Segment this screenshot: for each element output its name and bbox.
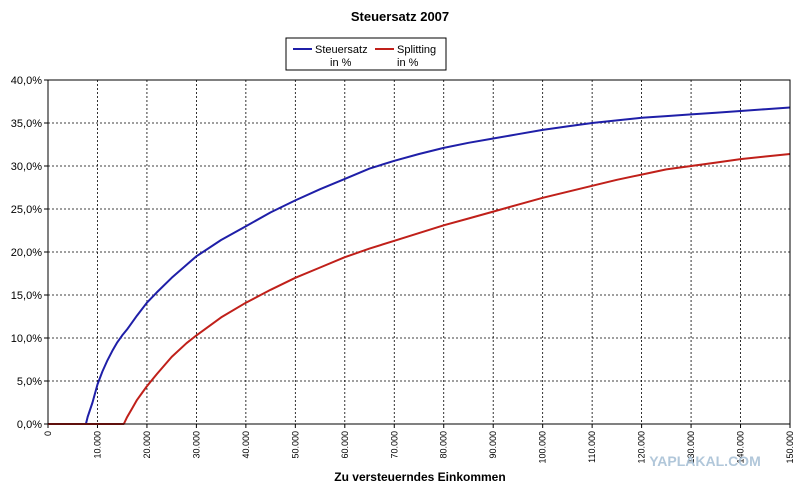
x-tick-label: 50.000 — [290, 431, 300, 459]
y-tick-label: 10,0% — [11, 333, 42, 345]
x-tick-label: 100.000 — [538, 431, 548, 464]
y-tick-label: 5,0% — [17, 376, 42, 388]
x-tick-label: 120.000 — [637, 431, 647, 464]
legend-label-steuersatz: Steuersatz — [315, 44, 368, 56]
y-tick-label: 40,0% — [11, 75, 42, 87]
x-tick-label: 60.000 — [340, 431, 350, 459]
series-line-splitting — [48, 153, 791, 425]
y-tick-label: 15,0% — [11, 290, 42, 302]
legend-box — [285, 37, 447, 71]
x-tick-label: 70.000 — [389, 431, 399, 459]
x-tick-label: 80.000 — [439, 431, 449, 459]
x-tick-label: 90.000 — [488, 431, 498, 459]
series-line-steuersatz — [48, 106, 791, 425]
x-axis-label: Zu versteuerndes Einkommen — [334, 470, 505, 484]
x-tick-label: 150.000 — [785, 431, 795, 464]
chart-title: Steuersatz 2007 — [351, 9, 449, 24]
y-tick-label: 20,0% — [11, 247, 42, 259]
legend-label-splitting: Splitting — [397, 44, 436, 56]
y-tick-label: 0,0% — [17, 419, 42, 431]
x-tick-label: 140.000 — [736, 431, 746, 464]
x-tick-label: 20.000 — [142, 431, 152, 459]
y-tick-label: 25,0% — [11, 204, 42, 216]
x-axis-ticks: 0 10.000 20.000 30.000 40.000 50.000 60.000 70.… — [43, 424, 795, 464]
watermark: YAPLAKAL.COM — [649, 453, 761, 469]
series — [48, 106, 791, 425]
y-axis-ticks: 0,0% 5,0% 10,0% 15,0% 20,0% 25,0% 30,0% 35,0% 40… — [11, 75, 48, 431]
x-tick-label: 30.000 — [191, 431, 201, 459]
grid — [48, 80, 790, 424]
plot-area — [47, 79, 791, 425]
x-tick-label: 10.000 — [92, 431, 102, 459]
x-tick-label: 0 — [43, 431, 53, 436]
legend: Steuersatz in % Splitting in % — [285, 37, 447, 71]
x-tick-label: 40.000 — [241, 431, 251, 459]
legend-sublabel-splitting: in % — [397, 57, 419, 69]
y-tick-label: 35,0% — [11, 118, 42, 130]
legend-sublabel-steuersatz: in % — [330, 57, 352, 69]
y-tick-label: 30,0% — [11, 161, 42, 173]
x-tick-label: 110.000 — [587, 431, 597, 463]
x-tick-label: 130.000 — [686, 431, 696, 464]
